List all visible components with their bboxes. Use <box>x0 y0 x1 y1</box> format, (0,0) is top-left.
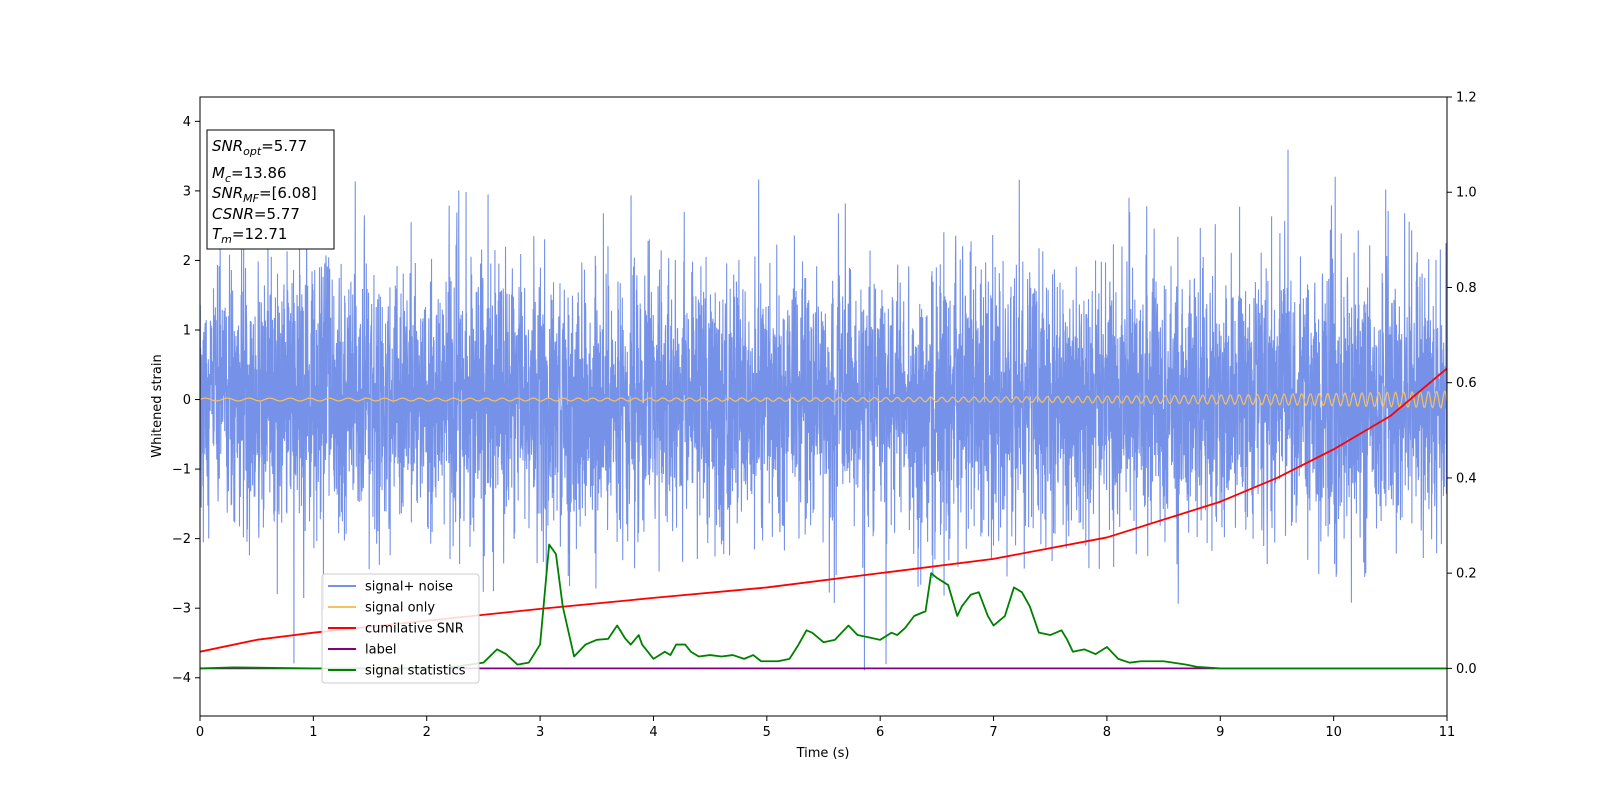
series-signal-statistics <box>200 543 1447 670</box>
y-right-tick-label: 0.0 <box>1456 662 1477 677</box>
legend-label: signal+ noise <box>365 580 453 595</box>
y-axis-label: Whitened strain <box>150 354 165 457</box>
x-tick-label: 4 <box>649 725 657 740</box>
x-tick-label: 8 <box>1103 725 1111 740</box>
y-axis-left: −4 −3 −2 −1 0 1 2 3 4 <box>172 115 200 686</box>
legend: signal+ noise signal only cumilative SNR la… <box>321 573 480 684</box>
y-tick-label: 4 <box>183 115 191 130</box>
y-tick-label: 3 <box>183 184 191 199</box>
x-axis-label: Time (s) <box>796 746 850 761</box>
legend-frame <box>321 573 480 684</box>
series-signal-noise <box>200 149 1447 671</box>
x-tick-label: 0 <box>196 725 204 740</box>
y-axis-right: 0.0 0.2 0.4 0.6 0.8 1.0 1.2 <box>1447 91 1477 677</box>
x-axis: 0 1 2 3 4 5 6 7 8 9 10 11 <box>196 716 1455 740</box>
y-tick-label: −3 <box>172 602 191 617</box>
info-line: Mc=13.86 <box>212 164 287 185</box>
x-tick-label: 5 <box>763 725 771 740</box>
y-tick-label: 2 <box>183 254 191 269</box>
y-right-tick-label: 0.2 <box>1456 567 1477 582</box>
legend-label: signal statistics <box>365 664 466 679</box>
legend-label: cumilative SNR <box>365 622 464 637</box>
legend-label: signal only <box>365 601 435 616</box>
x-tick-label: 6 <box>876 725 884 740</box>
y-tick-label: 0 <box>183 393 191 408</box>
info-line: CSNR=5.77 <box>212 205 300 223</box>
y-right-tick-label: 0.8 <box>1456 281 1477 296</box>
y-right-tick-label: 1.0 <box>1456 186 1477 201</box>
x-tick-label: 2 <box>423 725 431 740</box>
info-line: Tm=12.71 <box>212 225 287 246</box>
y-tick-label: −1 <box>172 463 191 478</box>
plot-frame <box>199 96 1448 717</box>
legend-label: label <box>365 643 396 658</box>
y-tick-label: 1 <box>183 323 191 338</box>
y-right-tick-label: 0.4 <box>1456 471 1477 486</box>
series-signal-only <box>200 390 1447 409</box>
x-tick-label: 10 <box>1325 725 1342 740</box>
x-tick-label: 11 <box>1439 725 1456 740</box>
x-tick-label: 3 <box>536 725 544 740</box>
y-tick-label: −2 <box>172 532 191 547</box>
x-tick-label: 1 <box>309 725 317 740</box>
y-right-tick-label: 1.2 <box>1456 91 1477 106</box>
info-box: SNRopt=5.77 Mc=13.86SNRMF=[6.08]CSNR=5.77… <box>206 129 335 250</box>
x-tick-label: 7 <box>989 725 997 740</box>
y-right-tick-label: 0.6 <box>1456 376 1477 391</box>
y-tick-label: −4 <box>172 671 191 686</box>
info-line: SNRMF=[6.08] <box>212 184 317 205</box>
x-tick-label: 9 <box>1216 725 1224 740</box>
info-line: SNRopt=5.77 <box>212 137 307 158</box>
info-box-frame <box>206 129 335 250</box>
